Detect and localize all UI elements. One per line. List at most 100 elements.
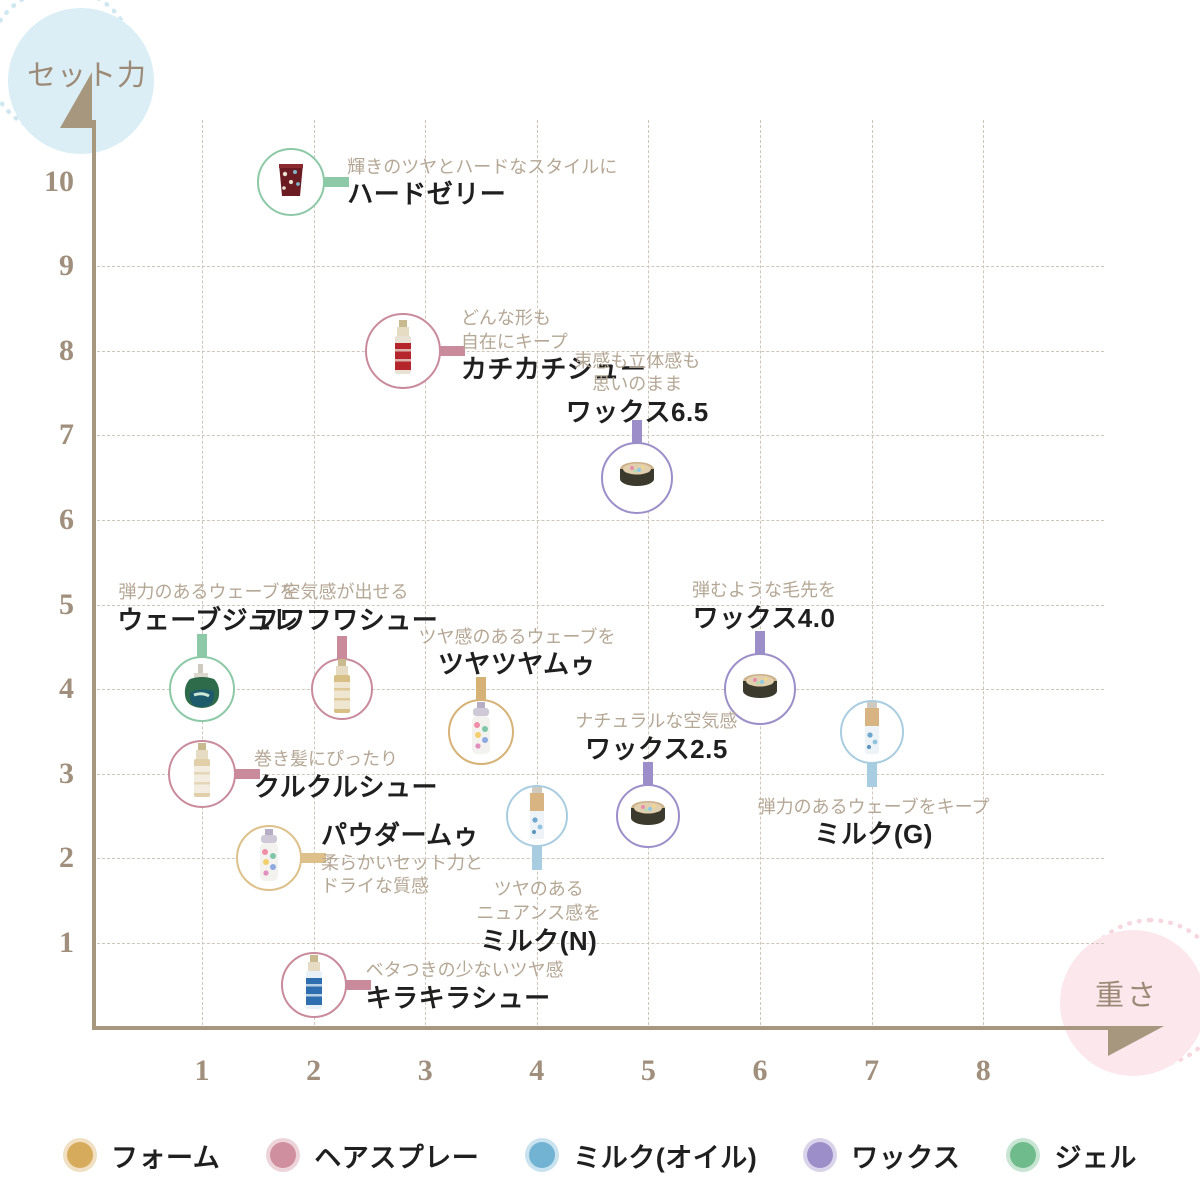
callout-desc-line: 自在にキープ: [460, 331, 568, 352]
x-tick-label: 8: [975, 1054, 991, 1087]
legend-item[interactable]: ジェル: [1006, 1136, 1137, 1175]
x-axis-arrow-icon: [1108, 1026, 1164, 1056]
y-tick-label: 3: [59, 756, 74, 790]
callout-desc-line: 束感も立体感も: [574, 350, 701, 371]
legend-item[interactable]: ワックス: [803, 1136, 960, 1175]
callout-product-name: ハードゼリー: [347, 179, 507, 210]
gridline-vertical: [313, 120, 315, 1030]
x-axis-bubble: 重さ: [1060, 930, 1200, 1076]
data-point-callout: ツヤのある ニュアンス感を ミルク(N): [477, 878, 602, 957]
x-tick-label: 5: [640, 1054, 656, 1087]
legend-swatch: [1006, 1138, 1041, 1172]
data-point-marker[interactable]: [839, 699, 904, 764]
product-image-icon: [180, 663, 224, 716]
product-image-icon: [271, 158, 311, 205]
data-point-marker[interactable]: [505, 785, 568, 848]
data-point-marker[interactable]: [616, 784, 681, 849]
gridline-vertical: [202, 120, 203, 1030]
data-point-marker[interactable]: [448, 698, 514, 765]
product-image-icon: [189, 742, 215, 805]
data-point-marker[interactable]: [168, 739, 236, 808]
callout-product-name: ツヤツヤムゥ: [437, 649, 597, 680]
product-image-icon: [390, 319, 416, 382]
data-point-marker[interactable]: [169, 656, 235, 723]
callout-desc-line: 弾力のあるウェーブをキープ: [757, 796, 990, 817]
callout-product-name: フワフワシュー: [252, 604, 439, 635]
data-point-marker[interactable]: [601, 441, 674, 514]
x-axis-line: [92, 1026, 1110, 1030]
data-point-marker[interactable]: [724, 653, 796, 726]
gridline-vertical: [871, 120, 873, 1030]
y-tick-label: 6: [59, 503, 74, 536]
data-point-callout: 弾むような毛先を ワックス4.0: [692, 579, 836, 634]
x-tick-label: 1: [194, 1054, 210, 1087]
callout-desc-line: ドライな質感: [320, 876, 429, 897]
legend-swatch: [803, 1138, 838, 1172]
plot-area: 10 9 8 7 6 5 4 3 2 1 1 2 3 4 5 6 7 8 輝きのツヤとハードなスタイルに ハードゼ…: [44, 72, 1164, 1087]
y-tick-label: 2: [59, 841, 74, 875]
callout-desc-line: 弾力のあるウェーブを: [118, 582, 298, 603]
y-tick-label: 5: [59, 587, 74, 621]
callout-product-name: ミルク(N): [480, 925, 598, 956]
callout-desc-line: 空気感が出せる: [282, 582, 409, 603]
callout-desc-line: 思いのまま: [592, 374, 683, 395]
data-point-callout: 弾力のあるウェーブをキープ ミルク(G): [758, 796, 990, 851]
y-tick-label: 9: [59, 249, 74, 283]
data-point-marker[interactable]: [280, 952, 347, 1019]
data-point-callout: ツヤ感のあるウェーブを ツヤツヤムゥ: [419, 626, 616, 681]
y-tick-label: 1: [59, 926, 74, 959]
legend-label: ワックス: [851, 1142, 961, 1173]
callout-connector: [632, 419, 643, 446]
callout-product-name: ウェーブジュレ: [117, 604, 299, 635]
gridline-horizontal: [92, 350, 1104, 352]
legend-swatch: [266, 1138, 301, 1172]
x-tick-label: 4: [529, 1054, 545, 1087]
callout-product-name: ワックス4.0: [692, 602, 836, 633]
legend-item[interactable]: ミルク(オイル): [525, 1136, 757, 1175]
x-axis-label: 重さ: [1094, 980, 1159, 1012]
legend-swatch: [525, 1138, 560, 1172]
callout-product-name: ワックス6.5: [565, 397, 709, 428]
callout-desc-line: 輝きのツヤとハードなスタイルに: [347, 156, 618, 177]
callout-desc-line: 巻き髪にぴったり: [254, 748, 398, 769]
data-point-callout: ナチュラルな空気感 ワックス2.5: [575, 710, 737, 765]
y-tick-label: 7: [59, 418, 74, 452]
callout-product-name: カチカチシュー: [460, 354, 647, 385]
data-point-marker[interactable]: [310, 658, 373, 721]
data-point-callout: パウダームゥ 柔らかいセット力と ドライな質感: [321, 820, 483, 899]
callout-product-name: ワックス2.5: [584, 733, 728, 764]
y-tick-label: 8: [59, 333, 74, 367]
data-point-marker[interactable]: [257, 147, 326, 216]
legend-item[interactable]: ヘアスプレー: [266, 1136, 479, 1175]
product-image-icon: [736, 667, 784, 712]
callout-connector: [336, 636, 347, 663]
callout-desc-line: ツヤ感のあるウェーブを: [418, 626, 616, 647]
gridline-horizontal: [92, 943, 1104, 944]
callout-connector: [344, 980, 371, 991]
legend-label: ミルク(オイル): [573, 1142, 758, 1173]
product-image-icon: [624, 794, 672, 839]
data-point-callout: どんな形も 自在にキープ カチカチシュー: [461, 307, 647, 386]
callout-connector: [299, 853, 326, 864]
data-point-marker[interactable]: [364, 312, 441, 389]
callout-product-name: クルクルシュー: [254, 771, 438, 802]
legend-item[interactable]: フォーム: [63, 1136, 220, 1175]
legend-label: フォーム: [111, 1142, 221, 1173]
gridline-horizontal: [92, 773, 1104, 775]
data-point-marker[interactable]: [235, 825, 302, 892]
y-axis-line: [92, 120, 96, 1030]
legend: フォーム ヘアスプレー ミルク(オイル) ワックス ジェル: [0, 1120, 1200, 1190]
data-point-callout: ベタつきの少ないツヤ感 キラキラシュー: [366, 959, 564, 1014]
gridline-vertical: [983, 120, 985, 1030]
gridline-horizontal: [92, 604, 1104, 606]
legend-swatch: [63, 1138, 98, 1172]
product-image-icon: [522, 786, 552, 847]
callout-desc-line: ツヤのある: [493, 879, 584, 900]
callout-connector: [531, 844, 542, 871]
callout-product-name: パウダームゥ: [320, 820, 480, 851]
product-image-icon: [254, 828, 284, 889]
x-tick-label: 3: [417, 1054, 433, 1087]
legend-label: ジェル: [1054, 1142, 1137, 1173]
callout-connector: [323, 176, 350, 187]
